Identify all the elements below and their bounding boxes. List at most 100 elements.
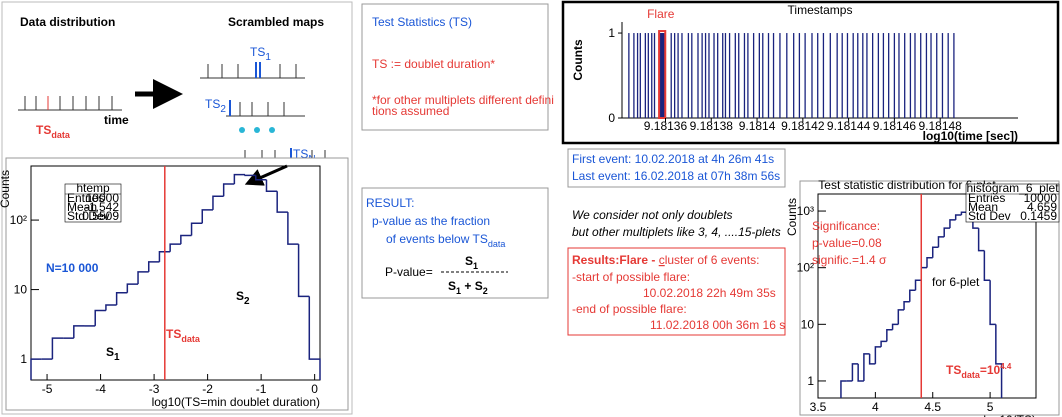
t: 2 [220,104,226,115]
t: 1 [473,261,478,271]
histogram-bin [977,228,985,252]
timeline [18,96,122,111]
y-tick-label: 1 [608,26,615,40]
t: TS [205,97,220,111]
t: 1 [114,352,120,363]
box [567,247,786,336]
text: -start of possible flare: [572,270,690,284]
text: Results:Flare - cluster of 6 events: [572,253,759,267]
stats-value: 4.659 [1027,200,1057,214]
y-tick-label: 1 [20,352,27,366]
box-title: RESULT: [366,196,414,210]
y-tick-label: 10³ [797,204,814,218]
x-tick-label: 5 [987,400,994,414]
x-tick-label: -2 [202,382,213,396]
formula: S1 [465,254,478,271]
annotation: for 6-plet [932,275,980,289]
ts-label: TS1 [250,45,271,63]
histogram-bin [886,329,893,342]
t: of events below [386,232,473,246]
box [361,187,549,299]
t: 4.4 [1000,362,1012,371]
histogram-bin [995,324,1003,398]
x-tick-label: -3 [149,382,160,396]
histogram-bin [94,309,106,326]
definition: TS := doublet duration* [372,57,495,71]
stats-title: histogram_6_plet [966,181,1059,195]
annotation: Significance: [812,219,880,233]
histogram-bin [308,296,321,380]
heading: Data distribution [20,15,115,29]
stats-key: Std Dev [67,209,110,223]
x-axis-label: log10(TS=min doublet duration) [152,395,320,409]
y-tick-label: 10 [14,283,28,297]
text: First event: 10.02.2018 at 4h 26m 41s [572,152,774,166]
heading: Scrambled maps [228,15,324,29]
histogram-bin [914,279,922,291]
histogram-bin [868,353,876,365]
dot [254,127,260,133]
formula: P-value= [385,265,433,279]
text: but other multiplets like 3, 4, ....15-p… [572,225,781,239]
stats-key: Mean [67,200,97,214]
histogram-bin [909,289,916,302]
histogram-bin [180,234,192,245]
t: + [461,279,475,293]
annotation: p-value=0.08 [812,236,882,250]
hist-frame [5,157,349,411]
histogram-bin [931,246,939,258]
text: Last event: 16.02.2018 at 07h 38m 56s [572,169,780,183]
left-frame [1,1,353,415]
stats-key: Mean [968,200,998,214]
y-axis-label: Counts [571,39,585,81]
t: c [659,253,665,267]
flare-box [658,30,667,119]
histogram-bin [147,261,160,272]
histogram-bin [169,243,181,252]
t: S [475,279,483,293]
histogram-bin [897,309,905,325]
x-tick-label: 9.18148 [918,119,962,133]
t: data [181,334,201,344]
chart-title: Timestamps [788,3,853,17]
histogram-bin [983,250,991,281]
x-tick-label: -4 [95,382,106,396]
annotation: TSdata=104.4 [946,362,1012,380]
y-axis-label: Counts [0,170,12,208]
flare-label: Flare [647,7,675,21]
ts-label: TSdata [36,123,71,140]
histogram-bin [903,301,910,310]
x-tick-label: 3.5 [810,400,827,414]
histogram-bin [874,346,882,364]
t: S [106,345,114,359]
histogram-bin [255,175,267,181]
histogram-bin [937,236,945,248]
histogram-bin [105,304,117,311]
annotation: signific.=1.4 σ [812,253,887,267]
stats-key: Std Dev [968,209,1011,223]
stats-value: 10000 [86,191,120,205]
histogram-bin [954,214,962,220]
t: 1 [456,286,461,296]
box [361,3,549,131]
x-tick-label: -1 [256,382,267,396]
box-title: Test Statistics (TS) [372,15,472,29]
y-tick-label: 10 [801,317,815,331]
dot [269,127,275,133]
text: p-value as the fraction [372,214,490,228]
text: 10.02.2018 22h 49m 35s [643,286,776,300]
stats-value: -1.542 [85,200,119,214]
annotation: N=10 000 [46,261,99,275]
histogram-bin [880,340,887,347]
x-tick-label: 0 [311,382,318,396]
t: =10 [980,363,1001,377]
histogram-bin [212,195,224,210]
histogram-bin [51,337,64,360]
x-tick-label: 9.18138 [690,119,734,133]
histogram-bin [943,227,950,237]
t: TS [946,363,961,377]
histogram-bin [960,211,968,216]
t: TS [250,45,265,59]
stats-title: htemp [76,181,110,195]
text: 11.02.2018 00h 36m 16 s [650,318,785,332]
